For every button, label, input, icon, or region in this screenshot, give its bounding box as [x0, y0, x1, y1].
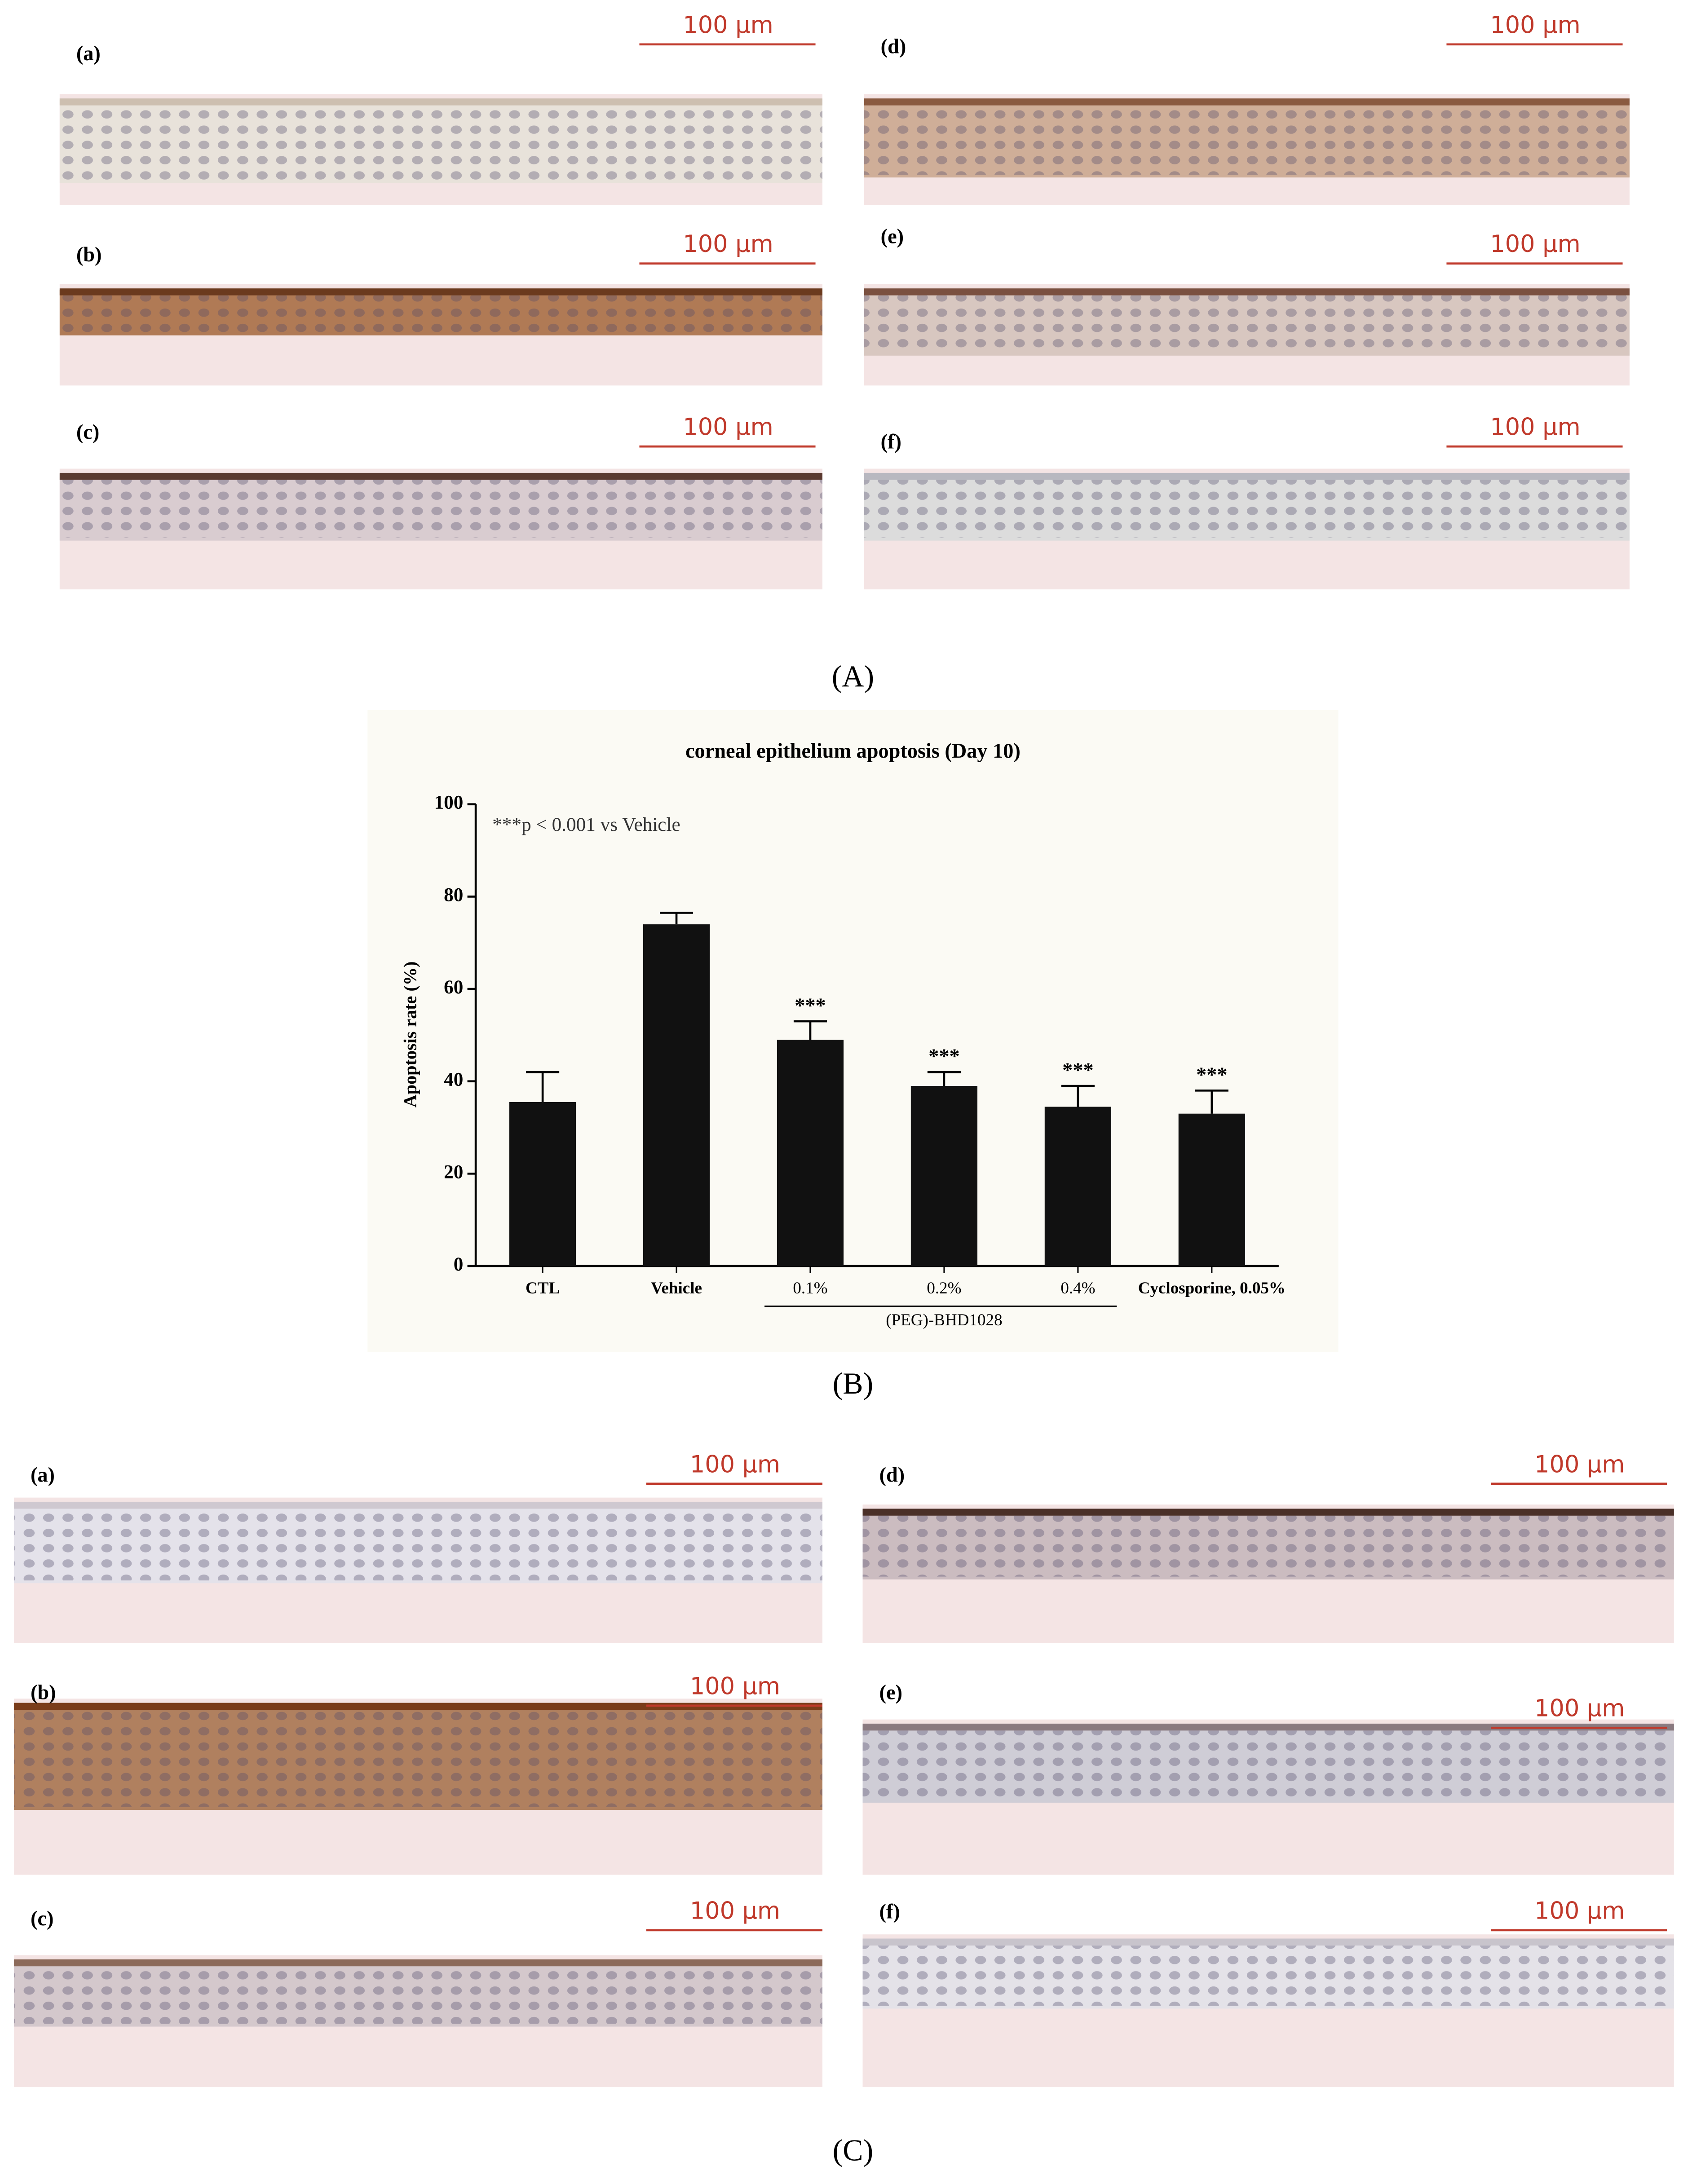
nuclei: [864, 105, 1630, 175]
image-label: (c): [31, 1907, 53, 1930]
significance: ***: [928, 1045, 959, 1068]
bar: [910, 1086, 978, 1266]
x-tick-label: 0.1%: [793, 1279, 827, 1297]
y-tick-label: 60: [444, 976, 463, 998]
image-label: (b): [76, 243, 102, 266]
error-bar: [1195, 1089, 1228, 1114]
x-tick-label: Vehicle: [651, 1279, 702, 1297]
significance: ***: [1196, 1063, 1227, 1086]
x-tick-label: Cyclosporine, 0.05%: [1138, 1279, 1286, 1297]
nuclei: [59, 480, 823, 538]
surface: [864, 98, 1630, 106]
image-label: (f): [881, 431, 901, 454]
significance: ***: [1062, 1059, 1093, 1082]
nuclei: [864, 295, 1630, 353]
scale-label: 100 µm: [683, 230, 773, 258]
scale-label: 100 µm: [690, 1672, 780, 1700]
image-label: (d): [881, 35, 906, 58]
image-label: (b): [31, 1681, 56, 1704]
surface: [59, 98, 823, 106]
error-bar: [927, 1071, 961, 1086]
bar: [777, 1040, 844, 1266]
scale-label: 100 µm: [683, 414, 773, 441]
y-tick-label: 40: [444, 1069, 463, 1090]
surface: [13, 1959, 823, 1967]
image-label: (a): [76, 42, 101, 65]
nuclei: [862, 1515, 1674, 1577]
scale-label: 100 µm: [1534, 1451, 1625, 1478]
nuclei: [13, 1509, 823, 1581]
surface: [864, 288, 1630, 296]
y-tick-label: 100: [434, 792, 463, 813]
surface: [59, 472, 823, 480]
nuclei: [864, 480, 1630, 538]
image-label: (e): [879, 1681, 902, 1704]
scale-label: 100 µm: [1534, 1695, 1625, 1722]
scale-label: 100 µm: [1490, 230, 1580, 258]
bar: [509, 1102, 576, 1266]
error-bar: [659, 912, 694, 925]
chart-title: corneal epithelium apoptosis (Day 10): [685, 740, 1021, 763]
annotation: ***p < 0.001 vs Vehicle: [492, 814, 680, 835]
panel-label: (A): [832, 659, 874, 693]
significance: ***: [795, 994, 826, 1017]
nuclei: [13, 1966, 823, 2024]
bar: [1178, 1113, 1245, 1266]
scale-label: 100 µm: [683, 11, 773, 39]
surface: [59, 288, 823, 296]
image-label: (d): [879, 1464, 905, 1487]
x-tick-label: 0.2%: [927, 1279, 961, 1297]
group-label: (PEG)-BHD1028: [886, 1311, 1002, 1329]
image-label: (f): [879, 1901, 900, 1924]
nuclei: [59, 105, 823, 181]
y-tick-label: 0: [454, 1253, 464, 1275]
scale-label: 100 µm: [1490, 414, 1580, 441]
bar: [1044, 1107, 1112, 1266]
bar: [643, 924, 710, 1266]
panel-label: (B): [833, 1366, 874, 1400]
image-label: (a): [31, 1464, 55, 1487]
scale-label: 100 µm: [1490, 11, 1580, 39]
error-bar: [793, 1020, 827, 1040]
surface: [864, 472, 1630, 480]
nuclei: [862, 1945, 1674, 2006]
error-bar: [1061, 1085, 1095, 1107]
nuclei: [59, 295, 823, 333]
y-axis-label: Apoptosis rate (%): [400, 962, 420, 1107]
nuclei: [862, 1730, 1674, 1800]
error-bar: [526, 1071, 560, 1102]
scale-label: 100 µm: [690, 1451, 780, 1478]
x-tick-label: 0.4%: [1060, 1279, 1095, 1297]
y-tick-label: 20: [444, 1161, 463, 1182]
panel-label: (C): [833, 2133, 874, 2167]
x-tick-label: CTL: [526, 1279, 560, 1297]
surface: [13, 1703, 823, 1710]
scale-label: 100 µm: [690, 1897, 780, 1924]
surface: [862, 1509, 1674, 1516]
image-label: (c): [76, 421, 99, 444]
y-tick-label: 80: [444, 884, 463, 905]
surface: [862, 1723, 1674, 1731]
surface: [862, 1938, 1674, 1946]
scale-label: 100 µm: [1534, 1897, 1625, 1924]
image-label: (e): [881, 225, 904, 248]
nuclei: [13, 1710, 823, 1807]
surface: [13, 1501, 823, 1509]
